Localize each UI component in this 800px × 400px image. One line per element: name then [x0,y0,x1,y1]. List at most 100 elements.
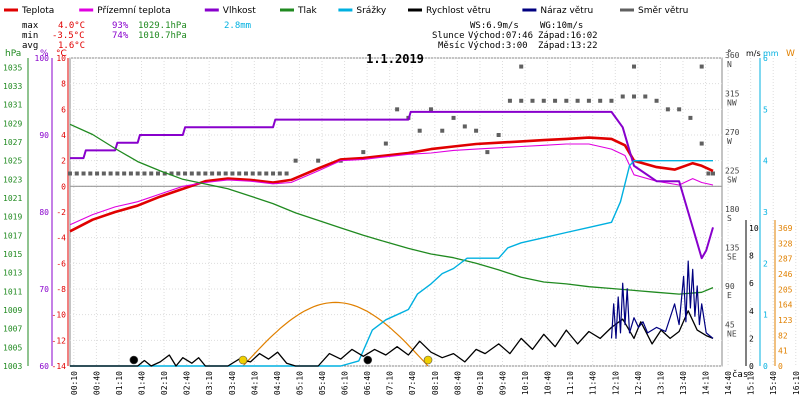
solar-radiation-line [242,301,429,367]
temperature-tick-1: 8 [61,80,66,89]
temperature-tick-11: -12 [52,336,67,345]
direction-dot-3 [88,171,93,176]
direction-dot-42 [440,128,445,133]
wind-tick-1: 8 [749,252,754,261]
time-label-17: 08:40 [453,371,462,395]
direction-dot-56 [598,98,603,103]
stats-min-pressure: 1010.7hPa [138,31,187,41]
temperature-tick-10: -10 [52,311,67,320]
direction-dot-59 [632,94,637,99]
info-moon-set: Západ:13:22 [538,41,598,51]
direction-deg-5: 135 [725,244,740,253]
direction-dot-32 [284,171,289,176]
direction-dot-54 [575,98,580,103]
direction-dot-4 [95,171,100,176]
legend-label-6: Náraz větru [540,6,593,16]
solar-tick-3: 246 [778,270,793,279]
time-label-0: 00:10 [70,371,79,395]
time-label-3: 01:40 [138,371,147,395]
time-label-7: 03:40 [228,371,237,395]
direction-dot-2 [81,171,86,176]
direction-dot-18 [189,171,194,176]
solar-tick-7: 82 [778,331,788,340]
time-label-8: 04:10 [250,371,259,395]
direction-dot-63 [677,107,682,112]
direction-dot-44 [462,124,467,129]
direction-dot-7 [115,171,120,176]
pressure-tick-13: 1009 [3,306,22,315]
direction-dot-31 [277,171,282,176]
rain-tick-2: 4 [763,157,768,166]
humidity-tick-0: 100 [35,54,50,63]
stats-min-label: min [22,31,38,41]
stats-max-pressure: 1029.1hPa [138,21,187,31]
time-label-18: 09:10 [476,371,485,395]
series-line-1 [69,143,714,226]
temperature-tick-5: 0 [61,182,66,191]
time-label-19: 09:40 [498,371,507,395]
direction-deg-1: 315 [725,90,740,99]
direction-dir-0: N [727,60,732,69]
direction-dot-24 [230,171,235,176]
direction-dot-16 [176,171,181,176]
pressure-tick-15: 1005 [3,343,22,352]
humidity-unit: % [40,49,49,59]
solar-tick-5: 164 [778,301,793,310]
direction-dot-26 [243,171,248,176]
axes: hPa% °C ° m/s mm W103510331031102910271025102… [3,49,800,395]
info-sun-set: Západ:16:02 [538,31,598,41]
pressure-tick-5: 1025 [3,157,22,166]
time-label-14: 07:10 [386,371,395,395]
info-sun-label: Slunce [432,31,465,41]
pressure-unit: hPa [5,49,21,59]
direction-dot-0 [68,171,72,176]
direction-dot-50 [530,98,535,103]
chart-title: 1.1.2019 [366,52,424,66]
temperature-tick-8: -6 [56,259,66,268]
rain-unit: mm [763,49,779,58]
direction-dot-70 [699,64,704,69]
time-label-6: 03:10 [205,371,214,395]
direction-deg-4: 180 [725,205,740,214]
pressure-tick-8: 1019 [3,213,22,222]
direction-dot-10 [135,171,140,176]
sunrise-marker [238,355,248,365]
stats-max-temp: 4.0°C [58,21,85,31]
direction-dot-69 [632,64,637,69]
rain-tick-3: 3 [763,208,768,217]
stats-min-temp: -3.5°C [52,31,85,41]
legend-label-0: Teplota [21,6,54,16]
direction-dot-65 [699,141,704,146]
direction-dot-1 [74,171,79,176]
temperature-tick-0: 10 [56,54,66,63]
time-label-10: 05:10 [295,371,304,395]
solar-tick-1: 328 [778,239,793,248]
time-label-11: 05:40 [318,371,327,395]
time-label-29: 14:40 [724,371,733,395]
wind-tick-4: 2 [749,334,754,343]
stats-block: max 4.0°C 93% 1029.1hPa 2.8mm min -3.5°C… [22,21,251,51]
direction-dir-7: NE [727,330,737,339]
time-label-16: 08:10 [431,371,440,395]
legend-label-3: Tlak [297,6,318,16]
direction-deg-2: 270 [725,128,740,137]
time-label-13: 06:40 [363,371,372,395]
stats-max-label: max [22,21,39,31]
direction-dot-58 [620,94,625,99]
direction-dot-38 [395,107,400,112]
solar-unit: W [786,49,795,59]
info-moon-rise: Východ:3:00 [468,41,528,51]
direction-deg-0: 360 [725,51,740,60]
direction-dot-25 [237,171,242,176]
direction-dot-19 [196,171,201,176]
time-label-25: 12:40 [634,371,643,395]
direction-dir-4: S [727,214,732,223]
time-label-30: 15:10 [747,371,756,395]
pressure-tick-12: 1011 [3,287,22,296]
wind-unit: m/s [746,49,761,58]
direction-dot-67 [710,171,715,176]
direction-dot-41 [428,107,433,112]
wind-tick-5: 0 [749,362,754,371]
direction-dot-55 [586,98,591,103]
